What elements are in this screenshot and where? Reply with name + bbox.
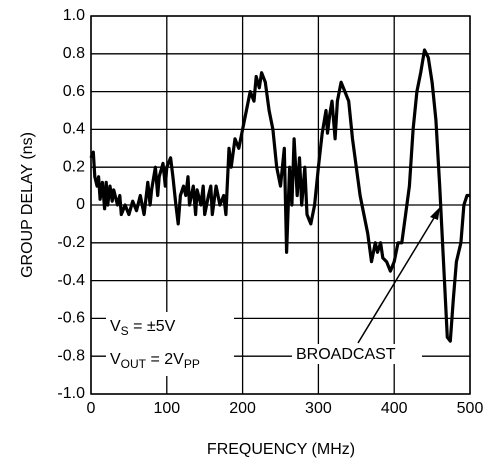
annotation-background [106,312,234,376]
annotation-part: V [110,351,121,368]
annotation-part: V [110,318,121,335]
y-axis-label: GROUP DELAY (ns) [19,132,36,278]
x-tick-label: 400 [381,400,408,417]
annotation-background [292,344,422,364]
y-tick-label: -0.8 [57,347,85,364]
y-tick-label: -0.4 [57,272,85,289]
y-tick-label: -1.0 [57,385,85,402]
y-tick-label: 0.4 [63,121,85,138]
annotation-subscript: S [121,324,129,338]
x-tick-label: 300 [305,400,332,417]
x-tick-label: 200 [229,400,256,417]
broadcast-callout: BROADCAST [292,207,440,364]
arrow-head [430,207,440,220]
y-tick-label: -0.6 [57,310,85,327]
x-tick-label: 0 [87,400,96,417]
annotation: VOUT = 2VPP [110,351,200,371]
y-tick-label: 1.0 [63,7,85,24]
y-tick-label: -0.2 [57,234,85,251]
y-tick-label: 0.8 [63,45,85,62]
y-tick-label: 0.6 [63,83,85,100]
series-line [89,48,470,343]
x-tick-label: 500 [457,400,484,417]
plot-frame [90,15,471,395]
y-tick-label: 0.2 [63,158,85,175]
x-axis-label: FREQUENCY (MHz) [207,441,355,458]
arrow [357,212,438,344]
annotation-box: VS = ±5V VOUT = 2VPP [106,312,234,376]
annotation-subscript: PP [184,357,200,371]
annotation: BROADCAST [296,346,396,363]
annotation-part: = 2V [146,351,184,368]
annotation-subscript: OUT [121,357,147,371]
annotation-part: = ±5V [129,318,176,335]
x-tick-label: 100 [153,400,180,417]
annotation: VS = ±5V [110,318,176,338]
y-tick-label: 0 [76,196,85,213]
